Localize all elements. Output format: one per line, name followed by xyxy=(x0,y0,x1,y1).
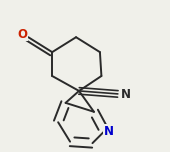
Text: N: N xyxy=(121,88,131,101)
Text: N: N xyxy=(104,125,114,138)
Text: O: O xyxy=(17,28,27,41)
